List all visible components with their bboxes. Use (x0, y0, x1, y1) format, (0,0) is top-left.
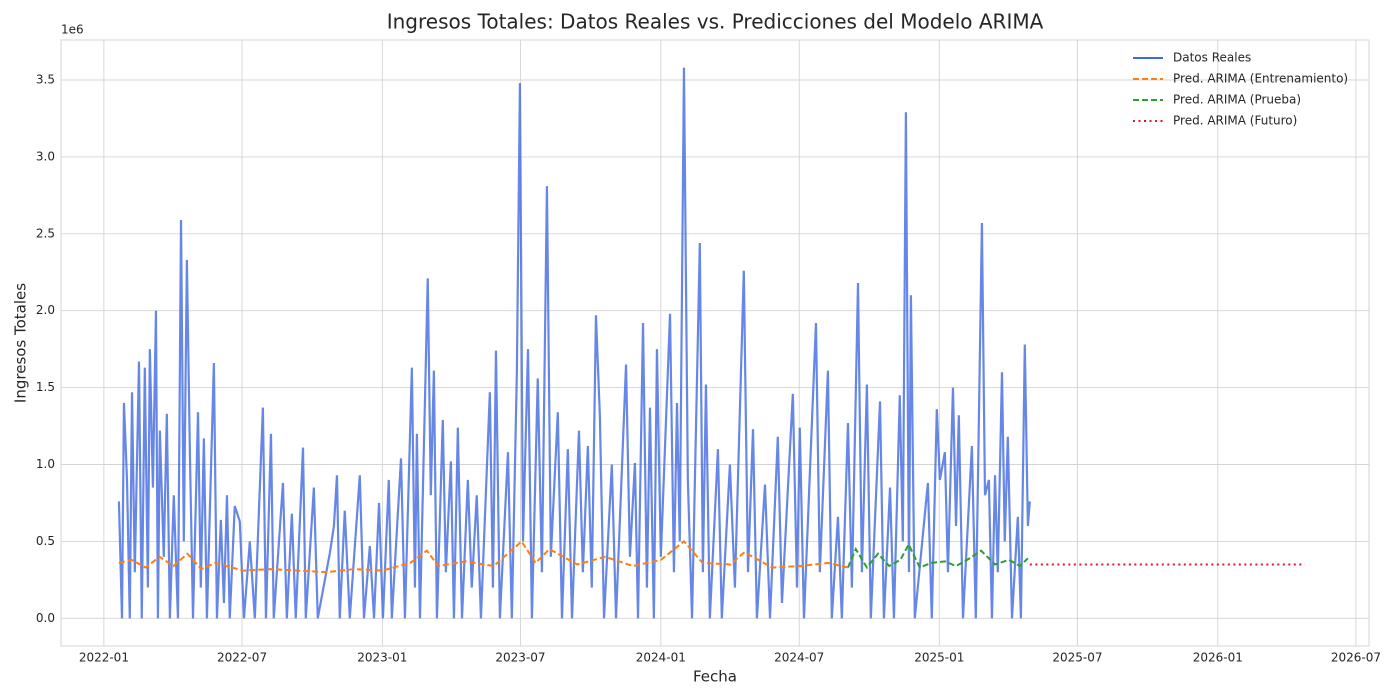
x-tick-label: 2025-07 (1052, 651, 1102, 665)
x-tick-label: 2025-01 (914, 651, 964, 665)
legend-label: Pred. ARIMA (Prueba) (1173, 93, 1301, 107)
x-tick-label: 2026-07 (1331, 651, 1381, 665)
x-tick-label: 2024-07 (774, 651, 824, 665)
x-axis-label: Fecha (693, 668, 737, 686)
x-tick-label: 2022-07 (217, 651, 267, 665)
y-tick-label: 3.0 (36, 149, 55, 163)
x-tick-label: 2023-01 (357, 651, 407, 665)
y-tick-label: 2.5 (36, 226, 55, 240)
plot-frame (60, 39, 1370, 647)
x-tick-label: 2024-01 (636, 651, 686, 665)
y-offset-label: 1e6 (61, 23, 84, 37)
series-line (118, 539, 849, 574)
y-tick-label: 1.0 (36, 457, 55, 471)
y-tick-label: 0.0 (36, 611, 55, 625)
x-tick-label: 2023-07 (495, 651, 545, 665)
chart-title: Ingresos Totales: Datos Reales vs. Predi… (387, 10, 1044, 34)
y-tick-label: 2.0 (36, 303, 55, 317)
y-tick-label: 3.5 (36, 72, 55, 86)
legend-label: Pred. ARIMA (Futuro) (1173, 114, 1297, 128)
y-tick-label: 0.5 (36, 534, 55, 548)
y-axis-label: Ingresos Totales (12, 283, 30, 403)
x-tick-label: 2022-01 (79, 651, 129, 665)
series-line (117, 67, 1031, 619)
legend-label: Pred. ARIMA (Entrenamiento) (1173, 72, 1348, 86)
legend-label: Datos Reales (1173, 51, 1251, 65)
x-tick-label: 2026-01 (1193, 651, 1243, 665)
y-tick-label: 1.5 (36, 380, 55, 394)
